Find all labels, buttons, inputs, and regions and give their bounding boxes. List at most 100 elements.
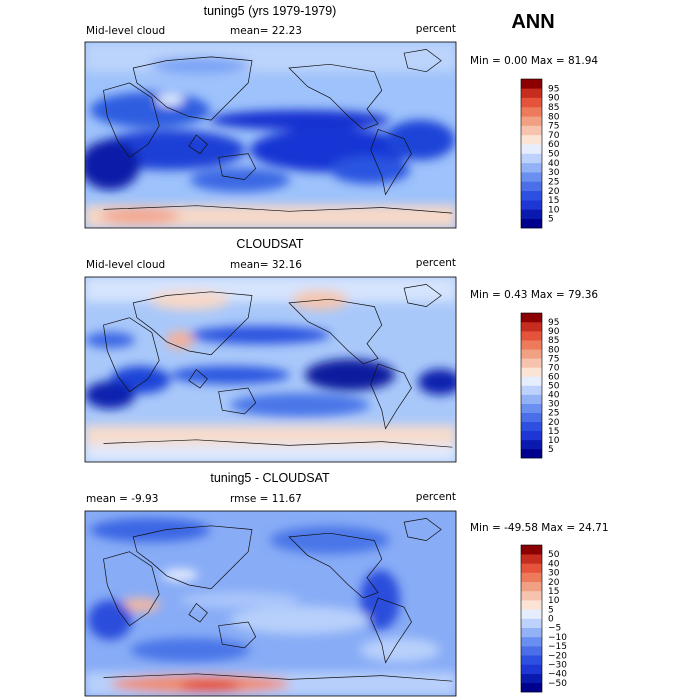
coastline (218, 387, 257, 415)
map-field (85, 42, 456, 228)
colorbar-tick-label: −20 (548, 651, 567, 661)
colorbar-swatch (521, 439, 542, 450)
colorbar-tick-label: −30 (548, 660, 567, 670)
coastline (403, 284, 442, 307)
coastline (288, 532, 383, 599)
variable-label: Mid-level cloud (86, 259, 165, 271)
colorbar-swatch (521, 162, 542, 173)
colorbar-tick-label: 85 (548, 103, 559, 113)
colorbar-swatch (521, 664, 542, 674)
colorbar-swatch (521, 554, 542, 564)
coastline (370, 128, 412, 196)
colorbar-swatch (521, 421, 542, 432)
colorbar-tick-label: −15 (548, 642, 567, 652)
coastline (132, 56, 253, 121)
colorbar-frame (520, 78, 543, 229)
map-field (85, 277, 456, 462)
coastline (288, 63, 383, 130)
coastline (218, 153, 257, 180)
colorbar-tick-label: 70 (548, 363, 560, 373)
colorbar-swatch (521, 134, 542, 145)
variable-label: Mid-level cloud (86, 25, 165, 37)
coastline (103, 439, 453, 448)
coastline (132, 291, 253, 356)
coastline (103, 82, 160, 158)
colorbar-tick-label: 50 (548, 150, 560, 160)
colorbar-tick-label: 75 (548, 354, 559, 364)
colorbar-tick-label: 50 (548, 382, 560, 392)
colorbar-tick-label: 90 (548, 94, 560, 104)
colorbar-tick-label: 90 (548, 327, 560, 337)
coastline (370, 363, 412, 430)
colorbar-swatch (521, 367, 542, 377)
panel-model: tuning5 (yrs 1979-1979) Mid-level cloud … (84, 4, 598, 229)
colorbar-tick-label: 75 (548, 122, 559, 132)
colorbar-swatch (521, 394, 542, 404)
colorbar-tick-label: 40 (548, 391, 560, 401)
coastline (103, 317, 160, 393)
colorbar-tick-label: −5 (548, 624, 561, 634)
colorbar-tick-label: 10 (548, 436, 560, 446)
colorbar-tick-label: 0 (548, 615, 554, 625)
colorbar-swatch (521, 545, 542, 555)
colorbar-tick-label: 10 (548, 205, 560, 215)
colorbar-tick-label: 20 (548, 578, 560, 588)
rmse-label: rmse = 11.67 (230, 493, 302, 505)
colorbar-tick-label: 30 (548, 168, 560, 178)
units-label: percent (416, 23, 456, 35)
colorbar-swatch (521, 153, 542, 164)
mean-label: mean= 22.23 (230, 25, 302, 37)
mean-label: mean= 32.16 (230, 259, 302, 271)
colorbar-swatch (521, 430, 542, 441)
colorbar-swatch (521, 376, 542, 386)
colorbar-tick-label: 20 (548, 187, 560, 197)
coastline (103, 551, 160, 627)
map-field (85, 511, 456, 696)
colorbar-swatch (521, 581, 542, 592)
colorbar-swatch (521, 646, 542, 656)
colorbar-tick-label: 80 (548, 345, 560, 355)
colorbar-tick-label: 25 (548, 177, 559, 187)
colorbar-tick-label: 5 (548, 605, 554, 615)
colorbar-tick-label: 20 (548, 418, 560, 428)
colorbar-swatch (521, 200, 542, 210)
coastline (103, 673, 453, 682)
colorbar-swatch (521, 636, 542, 647)
panel-title: tuning5 - CLOUDSAT (210, 471, 330, 485)
colorbar-tick-label: 50 (548, 550, 560, 560)
colorbar-tick-label: 70 (548, 131, 560, 141)
colorbar-swatch (521, 172, 542, 182)
colorbar-tick-label: −50 (548, 679, 567, 689)
colorbar-swatch (521, 682, 542, 693)
colorbar-tick-label: 10 (548, 596, 560, 606)
coastlines (103, 49, 453, 682)
colorbar-swatch (521, 88, 542, 98)
colorbar-swatch (521, 209, 542, 219)
colorbar-tick-label: −40 (548, 670, 567, 680)
coastline (188, 368, 208, 389)
colorbar-tick-label: 30 (548, 400, 560, 410)
colorbar-tick-label: −10 (548, 633, 567, 643)
colorbar-swatch (521, 79, 542, 89)
colorbar-tick-label: 15 (548, 196, 559, 206)
colorbar-swatch (521, 331, 542, 341)
coastline (403, 518, 442, 541)
colorbar-swatch (521, 403, 542, 413)
colorbar-swatch (521, 600, 542, 610)
colorbar-swatch (521, 448, 542, 459)
panel-title: tuning5 (yrs 1979-1979) (204, 4, 337, 18)
colorbar-swatch (521, 340, 542, 350)
panel-title: CLOUDSAT (236, 237, 304, 251)
colorbar-tick-label: 95 (548, 318, 559, 328)
colorbar-tick-label: 80 (548, 112, 560, 122)
coastline (403, 49, 442, 73)
colorbar-swatch (521, 590, 542, 601)
colorbar-swatch (521, 358, 542, 368)
colorbar-tick-label: 40 (548, 159, 560, 169)
colorbar-tick-label: 40 (548, 559, 560, 569)
colorbar-tick-label: 5 (548, 445, 554, 455)
